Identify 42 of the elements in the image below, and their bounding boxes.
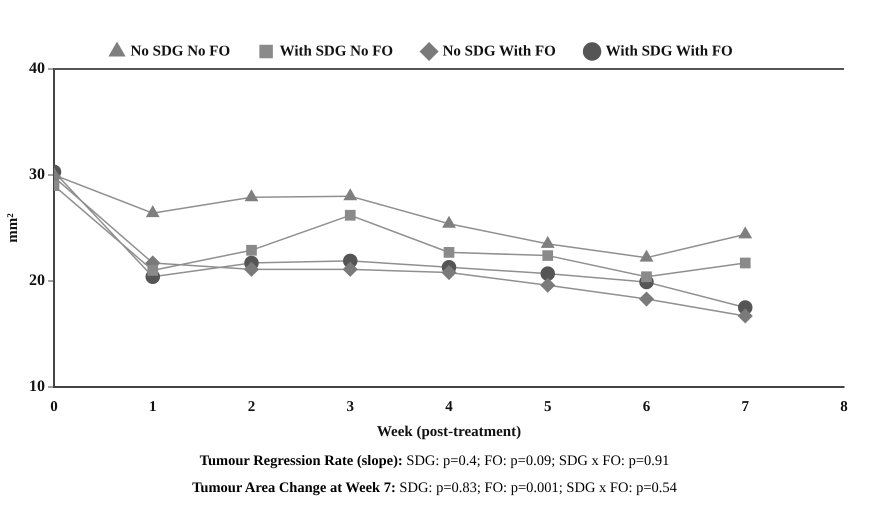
point — [444, 247, 454, 258]
point — [442, 265, 456, 280]
point — [147, 265, 158, 276]
point — [738, 308, 752, 324]
x-tick-label: 3 — [346, 398, 354, 415]
point — [540, 266, 555, 281]
x-tick-label: 6 — [642, 398, 651, 415]
point — [246, 244, 257, 256]
point — [540, 278, 555, 292]
text: Tumour Regression Rate (slope): SDG: p=0.4; FO: p=0.09; SDG x FO: p=0.91 — [198, 452, 670, 471]
x-tick-label: 8 — [840, 398, 848, 415]
y-tick-label: 10 — [29, 378, 45, 396]
x-axis-title: Week (post-treatment) — [376, 424, 522, 440]
legend-label: With SDG No FO — [280, 43, 394, 60]
x-tick-label: 2 — [248, 398, 256, 415]
legend-label: With SDG With FO — [606, 43, 733, 60]
x-tick-label: 7 — [742, 398, 750, 415]
point — [146, 206, 160, 218]
point — [740, 258, 751, 268]
x-tick-label: 1 — [149, 398, 156, 415]
legend-label: No SDG With FO — [442, 43, 556, 60]
point — [640, 250, 653, 262]
y-tick-label: 30 — [29, 166, 45, 184]
point — [245, 190, 258, 202]
point — [738, 227, 752, 238]
point — [244, 262, 259, 277]
x-tick-label: 0 — [50, 398, 58, 415]
x-tick-label: 5 — [544, 398, 552, 415]
point — [641, 271, 652, 282]
point — [343, 262, 358, 277]
x-tick-label: 4 — [445, 398, 454, 415]
point — [344, 210, 356, 221]
y-tick-label: 40 — [29, 60, 45, 78]
y-axis-title: mm² — [4, 212, 21, 243]
point — [442, 216, 456, 228]
legend-label: No SDG No FO — [130, 43, 230, 60]
point — [542, 250, 554, 261]
y-tick-label: 20 — [29, 272, 45, 290]
point — [344, 188, 357, 200]
point — [541, 236, 554, 248]
point — [639, 292, 654, 306]
text: Tumour Area Change at Week 7: SDG: p=0.83; FO: p=0.001; SDG x FO: p=0.54 — [191, 479, 678, 498]
